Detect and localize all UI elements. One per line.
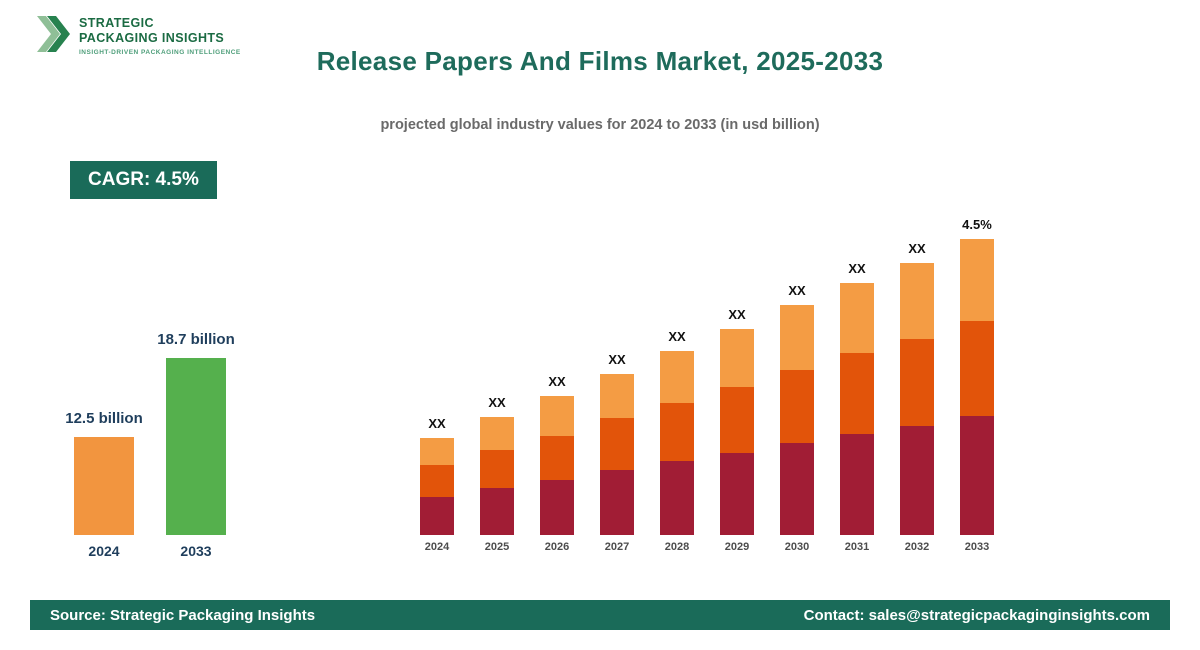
- page-title: Release Papers And Films Market, 2025-20…: [316, 46, 884, 76]
- logo: STRATEGIC PACKAGING INSIGHTS INSIGHT-DRI…: [35, 12, 241, 61]
- mini-bar-column: 18.7 billion 2033: [150, 323, 242, 563]
- stacked-bar-column: XX 2027: [600, 207, 634, 557]
- mini-chart: 12.5 billion 2024 18.7 billion 2033: [58, 323, 242, 563]
- mini-bar-value-label: 12.5 billion: [65, 410, 143, 427]
- mini-bar-value-label: 18.7 billion: [157, 331, 235, 348]
- footer-source: Source: Strategic Packaging Insights: [50, 606, 316, 624]
- bar-value-label: XX: [488, 395, 506, 410]
- bar-value-label: XX: [668, 329, 686, 344]
- footer-bar: Source: Strategic Packaging Insights Con…: [30, 600, 1170, 630]
- logo-line-1: STRATEGIC: [79, 16, 154, 31]
- mini-year-label: 2033: [180, 543, 212, 559]
- bar-segment-middle-segment: [960, 321, 994, 416]
- bar-year-label: 2027: [604, 541, 630, 553]
- bar-segment-bottom-segment: [960, 416, 994, 535]
- bar-segment-middle-segment: [720, 387, 754, 453]
- mini-year-label: 2024: [88, 543, 120, 559]
- bar-year-label: 2026: [544, 541, 570, 553]
- bar-value-label: XX: [848, 261, 866, 276]
- stacked-bar-column: XX 2026: [540, 207, 574, 557]
- bar-segment-top-segment: [780, 305, 814, 370]
- bar-segment-middle-segment: [840, 353, 874, 434]
- bar-year-label: 2030: [784, 541, 810, 553]
- page-subtitle: projected global industry values for 202…: [380, 117, 820, 133]
- stacked-bar-column: XX 2024: [420, 207, 454, 557]
- stacked-chart: XX 2024 XX 2025 XX 2026 XX 2027 XX 2028 XX 2029 XX 20…: [420, 207, 994, 557]
- bar-segment-bottom-segment: [780, 443, 814, 535]
- bar-segment-bottom-segment: [540, 480, 574, 535]
- bar-segment-middle-segment: [600, 418, 634, 470]
- stacked-bar-column: XX 2032: [900, 207, 934, 557]
- bar-value-label: 4.5%: [962, 217, 992, 232]
- stacked-bar-column: XX 2028: [660, 207, 694, 557]
- bar-segment-top-segment: [600, 374, 634, 418]
- stacked-bar-column: XX 2031: [840, 207, 874, 557]
- logo-text: STRATEGIC PACKAGING INSIGHTS INSIGHT-DRI…: [79, 16, 241, 56]
- bar-segment-middle-segment: [900, 339, 934, 426]
- logo-chevron-icon: [35, 12, 71, 61]
- bar-segment-top-segment: [960, 239, 994, 321]
- bar-value-label: XX: [428, 416, 446, 431]
- mini-bar-column: 12.5 billion 2024: [58, 323, 150, 563]
- bar-segment-top-segment: [900, 263, 934, 339]
- bar-value-label: XX: [608, 352, 626, 367]
- bar-value-label: XX: [548, 374, 566, 389]
- stacked-bar-column: 4.5% 2033: [960, 207, 994, 557]
- bar-year-label: 2033: [964, 541, 990, 553]
- bar-value-label: XX: [908, 241, 926, 256]
- bar-year-label: 2031: [844, 541, 870, 553]
- mini-bar: [166, 358, 226, 535]
- bar-segment-bottom-segment: [480, 488, 514, 535]
- bar-year-label: 2025: [484, 541, 510, 553]
- bar-segment-middle-segment: [780, 370, 814, 443]
- bar-segment-middle-segment: [660, 403, 694, 461]
- bar-year-label: 2024: [424, 541, 450, 553]
- bar-segment-top-segment: [660, 351, 694, 403]
- bar-segment-bottom-segment: [600, 470, 634, 535]
- bar-segment-top-segment: [540, 396, 574, 436]
- stacked-bar-column: XX 2029: [720, 207, 754, 557]
- bar-segment-bottom-segment: [900, 426, 934, 535]
- bar-segment-middle-segment: [540, 436, 574, 480]
- bar-segment-top-segment: [420, 438, 454, 465]
- bar-segment-top-segment: [840, 283, 874, 353]
- bar-year-label: 2028: [664, 541, 690, 553]
- bar-segment-middle-segment: [420, 465, 454, 497]
- bar-segment-top-segment: [720, 329, 754, 387]
- bar-segment-bottom-segment: [840, 434, 874, 535]
- bar-year-label: 2029: [724, 541, 750, 553]
- bar-year-label: 2032: [904, 541, 930, 553]
- bar-value-label: XX: [728, 307, 746, 322]
- logo-tagline: INSIGHT-DRIVEN PACKAGING INTELLIGENCE: [79, 49, 241, 57]
- logo-line-2: PACKAGING INSIGHTS: [79, 30, 225, 45]
- bar-segment-bottom-segment: [660, 461, 694, 535]
- stacked-bar-column: XX 2030: [780, 207, 814, 557]
- bar-segment-bottom-segment: [720, 453, 754, 535]
- mini-bar: [74, 437, 134, 535]
- bar-segment-top-segment: [480, 417, 514, 450]
- stacked-bar-column: XX 2025: [480, 207, 514, 557]
- bar-value-label: XX: [788, 283, 806, 298]
- cagr-badge: CAGR: 4.5%: [70, 161, 217, 199]
- bar-segment-middle-segment: [480, 450, 514, 488]
- footer-contact: Contact: sales@strategicpackaginginsight…: [803, 606, 1150, 624]
- bar-segment-bottom-segment: [420, 497, 454, 535]
